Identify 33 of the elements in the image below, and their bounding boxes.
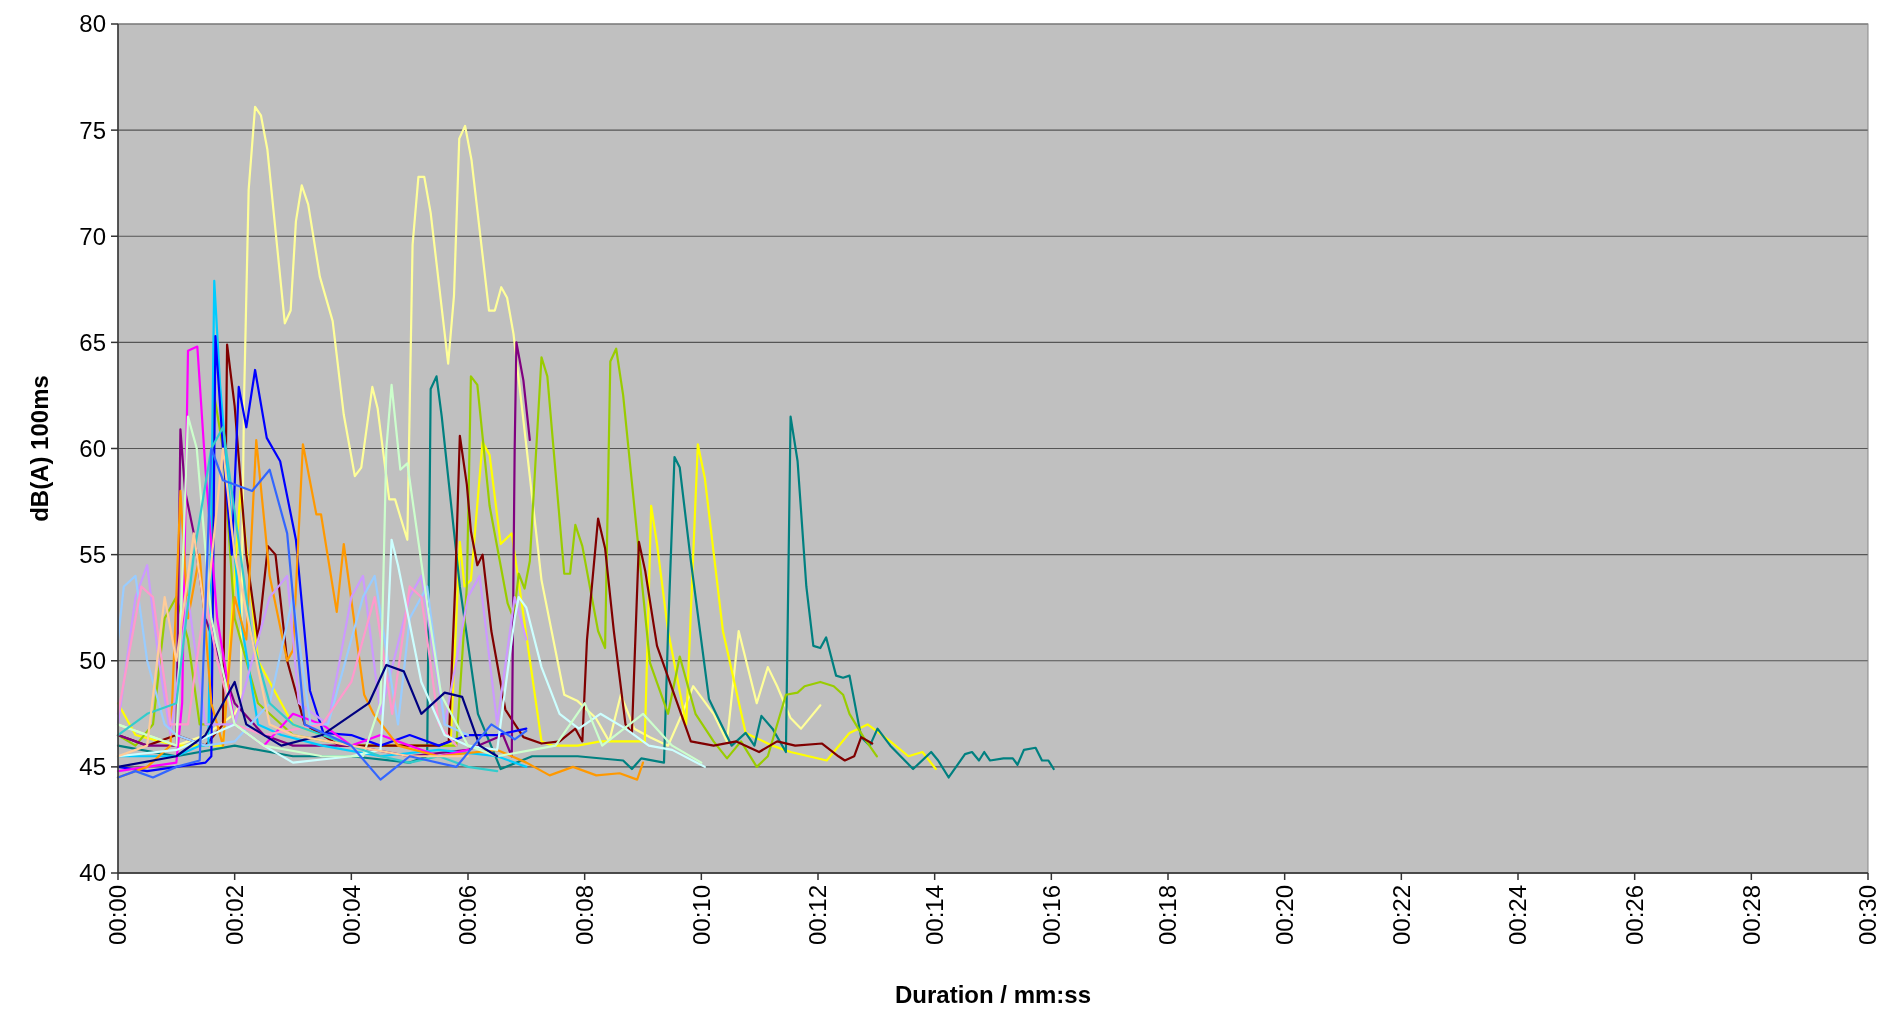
x-tick-label: 00:30 — [1854, 885, 1882, 946]
x-tick-label: 00:08 — [571, 885, 599, 946]
x-tick-label: 00:24 — [1504, 885, 1532, 946]
line-series — [116, 447, 470, 758]
x-tick-label: 00:00 — [104, 885, 132, 946]
line-series — [116, 345, 470, 773]
y-tick-label: 45 — [79, 753, 106, 781]
x-tick-label: 00:22 — [1387, 885, 1415, 946]
y-tick-label: 50 — [79, 647, 106, 675]
x-axis-title: Duration / mm:ss — [894, 981, 1092, 1008]
x-tick-label: 00:12 — [804, 885, 832, 946]
y-tick-label: 70 — [79, 222, 106, 250]
y-tick-label: 60 — [79, 434, 106, 462]
x-tick-label: 00:04 — [337, 885, 365, 946]
x-tick-label: 00:18 — [1154, 885, 1182, 946]
x-tick-label: 00:02 — [221, 885, 249, 946]
y-axis-title: dB(A) 100ms — [26, 375, 53, 522]
line-series — [116, 383, 703, 764]
x-tick-label: 00:16 — [1037, 885, 1065, 946]
x-tick-label: 00:14 — [921, 885, 949, 946]
x-tick-label: 00:26 — [1621, 885, 1649, 946]
y-tick-label: 40 — [79, 859, 106, 887]
line-series — [116, 663, 499, 768]
x-tick-label: 00:06 — [454, 885, 482, 946]
y-tick-label: 75 — [79, 116, 106, 144]
y-tick-label: 55 — [79, 541, 106, 569]
y-tick-label: 65 — [79, 328, 106, 356]
line-series — [116, 375, 1055, 779]
x-tick-label: 00:28 — [1737, 885, 1765, 946]
line-series — [116, 564, 528, 737]
x-tick-label: 00:10 — [687, 885, 715, 946]
x-tick-label: 00:20 — [1271, 885, 1299, 946]
y-tick-label: 80 — [79, 10, 106, 38]
